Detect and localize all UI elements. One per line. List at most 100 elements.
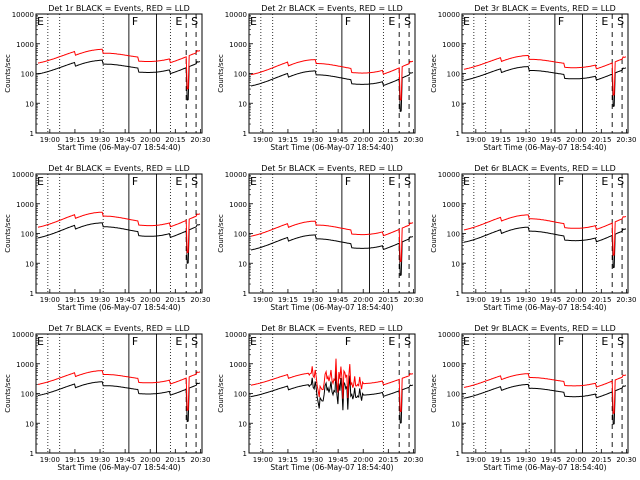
- y-tick-label: 1: [30, 290, 34, 298]
- x-tick-label: 19:15: [278, 456, 298, 464]
- x-tick-label: 20:00: [140, 136, 160, 144]
- events-series-line: [37, 222, 201, 265]
- y-tick-label: 1000: [442, 201, 460, 209]
- x-tick-label: 20:30: [616, 136, 636, 144]
- x-tick-label: 20:30: [190, 136, 210, 144]
- panel-title: Det 7r BLACK = Events, RED = LLD: [48, 324, 190, 333]
- x-tick-label: 19:00: [253, 456, 273, 464]
- event-marker-label: S: [404, 15, 411, 28]
- y-axis-label: Counts/sec: [430, 54, 438, 93]
- y-tick-label: 100: [21, 391, 34, 399]
- panel-8: Det 8r BLACK = Events, RED = LLD 1 10 100 10…: [217, 324, 424, 472]
- x-tick-label: 19:45: [541, 456, 561, 464]
- x-tick-label: 19:30: [516, 136, 536, 144]
- panel-3: Det 3r BLACK = Events, RED = LLD 1 10 100 10…: [430, 4, 637, 152]
- y-tick-label: 10000: [438, 171, 460, 179]
- y-axis-label: Counts/sec: [217, 214, 225, 253]
- event-marker-label: F: [558, 175, 564, 188]
- panel-4: Det 4r BLACK = Events, RED = LLD 1 10 100 10…: [4, 164, 211, 312]
- event-marker-label: E: [175, 175, 182, 188]
- panel-title: Det 1r BLACK = Events, RED = LLD: [48, 4, 190, 13]
- event-marker-label: E: [463, 335, 470, 348]
- x-axis-label: Start Time (06-May-07 18:54:40): [483, 463, 606, 472]
- lld-series-line: [37, 370, 201, 412]
- x-tick-label: 19:45: [541, 136, 561, 144]
- y-tick-label: 1: [243, 450, 247, 458]
- y-tick-label: 10: [451, 260, 460, 268]
- event-marker-label: E: [601, 15, 608, 28]
- y-tick-label: 10000: [12, 11, 34, 19]
- event-marker-label: S: [191, 175, 198, 188]
- x-axis-label: Start Time (06-May-07 18:54:40): [57, 143, 180, 152]
- x-tick-label: 19:15: [491, 296, 511, 304]
- y-axis-label: Counts/sec: [217, 54, 225, 93]
- event-marker-label: F: [558, 335, 564, 348]
- event-marker-label: E: [250, 15, 257, 28]
- y-tick-label: 10: [238, 420, 247, 428]
- x-tick-label: 19:30: [516, 456, 536, 464]
- event-marker-label: E: [601, 335, 608, 348]
- x-tick-label: 20:30: [403, 296, 423, 304]
- event-marker-label: E: [463, 15, 470, 28]
- x-tick-label: 20:00: [140, 296, 160, 304]
- event-marker-label: S: [191, 15, 198, 28]
- panel-title: Det 3r BLACK = Events, RED = LLD: [474, 4, 616, 13]
- x-tick-label: 20:30: [616, 456, 636, 464]
- events-series-line: [463, 226, 627, 269]
- event-marker-label: E: [388, 15, 395, 28]
- y-tick-label: 1000: [442, 361, 460, 369]
- x-tick-label: 20:00: [353, 136, 373, 144]
- event-marker-label: E: [388, 175, 395, 188]
- y-tick-label: 1000: [442, 41, 460, 49]
- x-tick-label: 20:00: [566, 296, 586, 304]
- y-tick-label: 100: [447, 231, 460, 239]
- x-tick-label: 20:15: [591, 456, 611, 464]
- y-tick-label: 10000: [225, 171, 247, 179]
- x-tick-label: 19:00: [40, 456, 60, 464]
- x-axis-label: Start Time (06-May-07 18:54:40): [483, 143, 606, 152]
- event-marker-label: F: [345, 15, 351, 28]
- panel-9: Det 9r BLACK = Events, RED = LLD 1 10 100 10…: [430, 324, 637, 472]
- x-tick-label: 19:15: [491, 456, 511, 464]
- y-tick-label: 100: [234, 231, 247, 239]
- y-tick-label: 1000: [229, 201, 247, 209]
- y-tick-label: 10000: [12, 171, 34, 179]
- x-tick-label: 19:45: [328, 296, 348, 304]
- x-tick-label: 20:15: [378, 456, 398, 464]
- x-tick-label: 19:00: [40, 296, 60, 304]
- y-tick-label: 100: [447, 391, 460, 399]
- y-tick-label: 10: [451, 420, 460, 428]
- y-axis-label: Counts/sec: [4, 374, 12, 413]
- y-tick-label: 10: [238, 260, 247, 268]
- lld-series-line: [463, 55, 627, 96]
- event-marker-label: E: [37, 335, 44, 348]
- x-tick-label: 19:45: [115, 456, 135, 464]
- x-tick-label: 20:15: [165, 296, 185, 304]
- x-tick-label: 19:45: [115, 296, 135, 304]
- x-tick-label: 19:45: [328, 136, 348, 144]
- x-tick-label: 19:45: [328, 456, 348, 464]
- x-tick-label: 20:00: [566, 136, 586, 144]
- panel-7: Det 7r BLACK = Events, RED = LLD 1 10 100 10…: [4, 324, 211, 472]
- x-axis-label: Start Time (06-May-07 18:54:40): [270, 303, 393, 312]
- x-tick-label: 20:00: [353, 296, 373, 304]
- events-series-line: [463, 66, 627, 108]
- x-tick-label: 19:00: [466, 456, 486, 464]
- event-marker-label: S: [617, 335, 624, 348]
- event-marker-label: F: [558, 15, 564, 28]
- events-series-line: [250, 70, 414, 113]
- y-tick-label: 10: [451, 100, 460, 108]
- y-axis-label: Counts/sec: [430, 374, 438, 413]
- panel-5: Det 5r BLACK = Events, RED = LLD 1 10 100 10…: [217, 164, 424, 312]
- panel-title: Det 9r BLACK = Events, RED = LLD: [474, 324, 616, 333]
- panel-title: Det 4r BLACK = Events, RED = LLD: [48, 164, 190, 173]
- y-tick-label: 10: [238, 100, 247, 108]
- lld-series-line: [37, 211, 201, 254]
- lld-series-line: [463, 373, 627, 415]
- y-tick-label: 10: [25, 420, 34, 428]
- x-axis-label: Start Time (06-May-07 18:54:40): [483, 303, 606, 312]
- x-tick-label: 19:00: [466, 136, 486, 144]
- panel-title: Det 6r BLACK = Events, RED = LLD: [474, 164, 616, 173]
- event-marker-label: F: [345, 335, 351, 348]
- panel-title: Det 8r BLACK = Events, RED = LLD: [261, 324, 403, 333]
